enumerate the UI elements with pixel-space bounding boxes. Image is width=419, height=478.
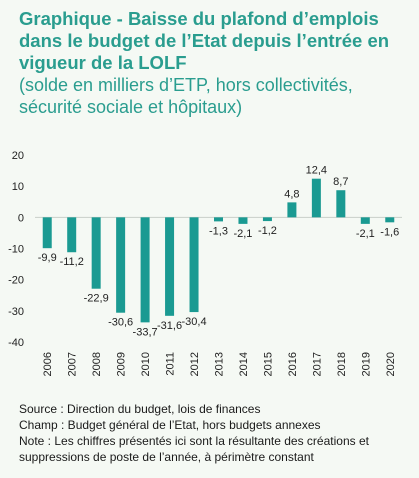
y-tick-label: -20 <box>8 275 24 287</box>
x-tick-label-2015: 2015 <box>262 352 274 376</box>
y-tick-label: -40 <box>8 337 24 349</box>
bar-2007 <box>67 217 77 253</box>
x-tick-label-2011: 2011 <box>165 352 177 376</box>
bar-2020 <box>385 217 395 223</box>
x-tick-label-2014: 2014 <box>238 352 250 376</box>
data-label-2015: -1,2 <box>258 225 277 237</box>
data-label-2016: 4,8 <box>284 188 299 200</box>
bar-2018 <box>336 190 346 218</box>
data-label-2007: -11,2 <box>60 256 84 268</box>
x-tick-label-2016: 2016 <box>287 352 299 376</box>
bar-2009 <box>116 217 126 313</box>
data-label-2018: 8,7 <box>333 176 348 188</box>
data-label-2006: -9,9 <box>38 252 57 264</box>
data-label-2013: -1,3 <box>209 225 228 237</box>
data-label-2020: -1,6 <box>380 226 399 238</box>
chart-subtitle: (solde en milliers d’ETP, hors collectiv… <box>19 75 353 117</box>
data-label-2011: -31,6 <box>157 320 182 332</box>
data-label-2014: -2,1 <box>233 228 252 240</box>
x-tick-label-2010: 2010 <box>140 352 152 376</box>
bar-2010 <box>140 217 150 323</box>
source-note: Source : Direction du budget, lois de fi… <box>19 402 261 416</box>
title-block: Graphique - Baisse du plafond d’emplois … <box>19 8 411 118</box>
y-tick-label: 0 <box>18 212 24 224</box>
x-tick-label-2018: 2018 <box>336 352 348 376</box>
data-label-2009: -30,6 <box>108 317 133 329</box>
x-tick-label-2017: 2017 <box>311 352 323 376</box>
scope-note: Champ : Budget général de l’Etat, hors b… <box>19 418 321 432</box>
chart-title: Graphique - Baisse du plafond d’emplois … <box>19 8 390 73</box>
x-tick-label-2007: 2007 <box>67 352 79 376</box>
y-tick-label: 20 <box>12 150 24 162</box>
data-label-2008: -22,9 <box>84 293 109 305</box>
x-tick-label-2006: 2006 <box>42 352 54 376</box>
bar-2014 <box>238 217 248 224</box>
data-label-2017: 12,4 <box>306 165 327 177</box>
data-label-2019: -2,1 <box>356 228 375 240</box>
x-tick-label-2009: 2009 <box>116 352 128 376</box>
y-tick-label: 10 <box>12 181 24 193</box>
y-tick-label: -30 <box>8 306 24 318</box>
bar-2013 <box>214 217 223 222</box>
data-label-2010: -33,7 <box>133 326 158 338</box>
notes: Source : Direction du budget, lois de fi… <box>19 401 414 465</box>
data-label-2012: -30,4 <box>181 316 206 328</box>
x-tick-label-2020: 2020 <box>385 352 397 376</box>
bar-2012 <box>189 217 199 313</box>
bar-2006 <box>42 217 52 249</box>
bar-2008 <box>91 217 101 289</box>
x-tick-label-2019: 2019 <box>360 352 372 376</box>
x-tick-label-2013: 2013 <box>214 352 226 376</box>
y-tick-label: -10 <box>8 244 24 256</box>
bar-2015 <box>262 217 272 222</box>
x-tick-label-2012: 2012 <box>189 352 201 376</box>
bar-2016 <box>287 202 297 218</box>
footnote: Note : Les chiffres présentés ici sont l… <box>19 434 369 464</box>
x-tick-label-2008: 2008 <box>91 352 103 376</box>
bar-2019 <box>360 217 370 224</box>
bar-2017 <box>311 178 321 218</box>
bar-chart: 20100-10-20-30-40-9,92006-11,22007-22,92… <box>8 150 402 376</box>
bar-2011 <box>165 217 175 316</box>
